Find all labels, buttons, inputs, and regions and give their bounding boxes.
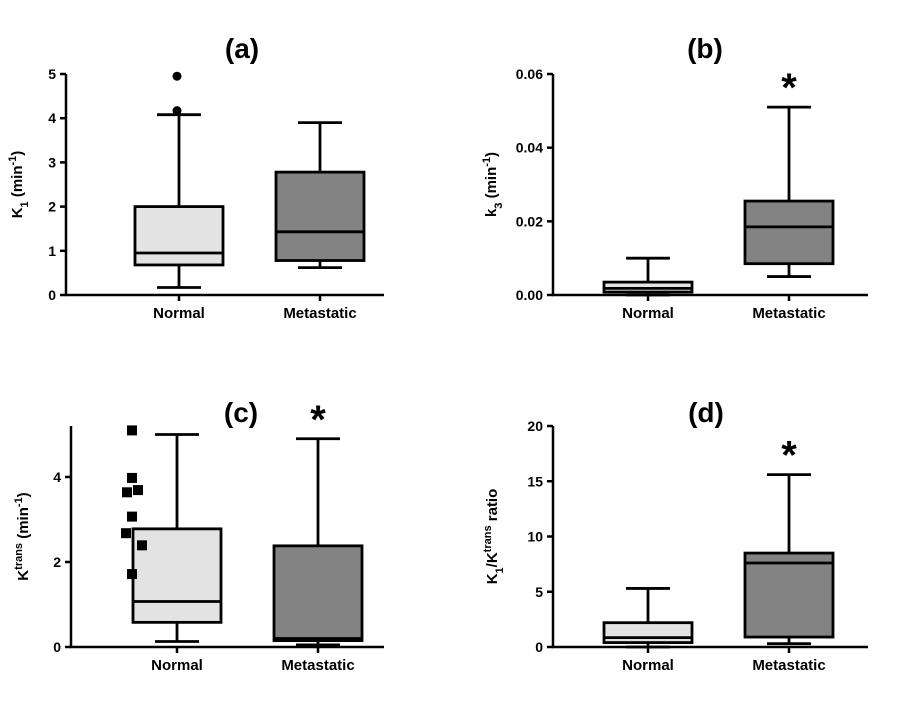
y-tick-label: 4 (53, 469, 61, 485)
panel-label: (a) (225, 33, 259, 64)
box-metastatic (743, 105, 835, 278)
outlier-point (172, 106, 182, 116)
outlier-point (121, 528, 131, 539)
y-tick-label: 15 (527, 473, 543, 489)
significance-marker: * (310, 398, 326, 442)
iqr-box (743, 199, 835, 266)
y-tick-label: 2 (48, 199, 56, 215)
panel-label: (c) (224, 397, 258, 428)
outlier-point (137, 540, 147, 551)
box-metastatic (272, 437, 364, 647)
iqr-box (272, 544, 364, 643)
y-tick-label: 2 (53, 554, 61, 570)
outlier-point (127, 472, 137, 483)
y-tick-label: 5 (48, 66, 56, 82)
category-label-normal: Normal (153, 305, 205, 322)
significance-marker: * (781, 434, 797, 478)
iqr-box (743, 551, 835, 639)
iqr-box (274, 170, 366, 262)
y-tick-label: 10 (527, 529, 543, 545)
y-tick-label: 5 (535, 584, 543, 600)
box-normal (133, 71, 225, 289)
iqr-box (131, 527, 223, 624)
panel-label: (d) (688, 397, 724, 428)
category-label-normal: Normal (622, 305, 674, 322)
y-tick-label: 0 (535, 639, 543, 655)
outlier-point (127, 511, 137, 522)
y-tick-label: 20 (527, 418, 543, 434)
outlier-point (127, 425, 137, 436)
iqr-box (133, 205, 225, 267)
panel-a: (a) 0 1 2 3 4 5 Normal Metastatic K1 (min-1) (7, 33, 384, 322)
iqr-box (602, 621, 694, 644)
y-tick-label: 3 (48, 154, 56, 170)
y-tick-label: 0.02 (516, 213, 543, 229)
outlier-point (133, 485, 143, 496)
box-normal (602, 256, 694, 297)
y-tick-label: 0 (48, 287, 56, 303)
significance-marker: * (781, 66, 797, 110)
outlier-point (172, 71, 182, 81)
box-normal (131, 433, 223, 643)
box-normal (121, 425, 694, 649)
category-label-metastatic: Metastatic (281, 657, 354, 674)
y-axis-title: K1/Ktrans ratio (482, 489, 506, 585)
y-tick-label: 0.00 (516, 287, 543, 303)
y-tick-label: 0 (53, 639, 61, 655)
y-tick-label: 4 (48, 110, 56, 126)
category-label-normal: Normal (151, 657, 203, 674)
y-tick-label: 1 (48, 243, 56, 259)
y-axis-title: Ktrans (min-1) (13, 492, 32, 580)
box-metastatic (743, 473, 835, 646)
y-tick-label: 0.06 (516, 66, 543, 82)
category-label-metastatic: Metastatic (283, 305, 356, 322)
category-label-metastatic: Metastatic (752, 657, 825, 674)
panel-d: (d) 0 5 10 15 20 Normal Metastatic K1/Ktrans rat… (121, 397, 868, 674)
category-label-metastatic: Metastatic (752, 305, 825, 322)
y-axis-title: K1 (min-1) (7, 151, 31, 219)
panel-c: (c) 0 2 4 Normal Metastatic Ktrans (min-1) * (13, 397, 384, 674)
panel-b: (b) 0.00 0.02 0.04 0.06 Normal Metastatic k3 (m… (481, 33, 868, 322)
category-label-normal: Normal (622, 657, 674, 674)
box-metastatic (274, 121, 366, 269)
outlier-point (127, 569, 137, 580)
y-tick-label: 0.04 (516, 140, 543, 156)
panel-label: (b) (687, 33, 723, 64)
outlier-point (122, 487, 132, 498)
y-axis-title: k3 (min-1) (481, 152, 505, 217)
